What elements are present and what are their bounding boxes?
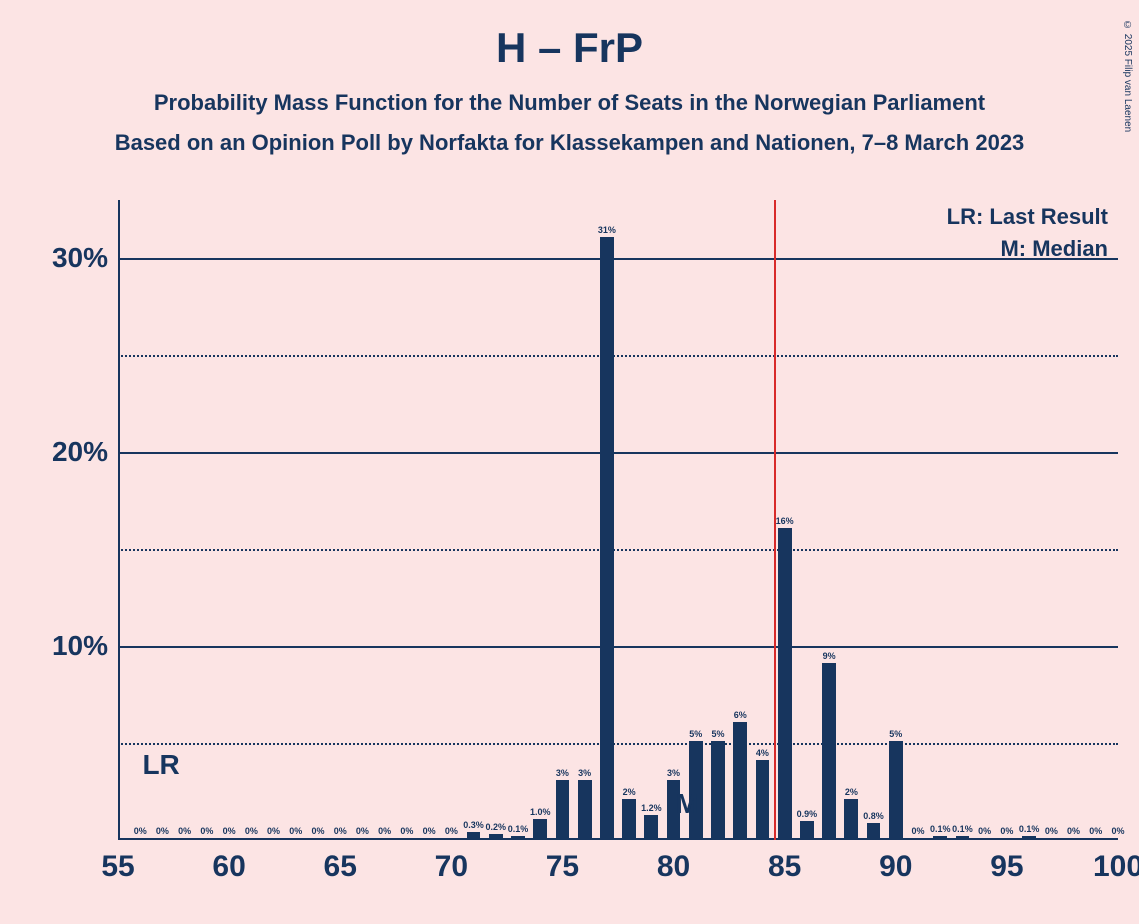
copyright-text: © 2025 Filip van Laenen (1122, 20, 1133, 132)
x-axis-label: 85 (768, 850, 801, 884)
x-axis-label: 60 (212, 850, 245, 884)
bar-value-label: 0% (400, 826, 413, 836)
bar-value-label: 0% (445, 826, 458, 836)
bar-value-label: 3% (667, 768, 680, 778)
bar (578, 780, 592, 838)
bar-value-label: 3% (578, 768, 591, 778)
bar-value-label: 0% (423, 826, 436, 836)
bar-value-label: 0% (1111, 826, 1124, 836)
bar-value-label: 0.3% (463, 820, 484, 830)
x-axis-label: 65 (324, 850, 357, 884)
gridline-dotted (118, 743, 1118, 745)
bar-value-label: 31% (598, 225, 616, 235)
x-axis-label: 100 (1093, 850, 1139, 884)
bar-value-label: 3% (556, 768, 569, 778)
bar-value-label: 1.0% (530, 807, 551, 817)
bar-value-label: 0.1% (508, 824, 529, 834)
bar (733, 722, 747, 838)
bar-value-label: 0% (289, 826, 302, 836)
bar (867, 823, 881, 839)
bar-value-label: 0% (200, 826, 213, 836)
bar-value-label: 0% (356, 826, 369, 836)
bar-value-label: 4% (756, 748, 769, 758)
bar (489, 834, 503, 838)
bar-value-label: 0% (378, 826, 391, 836)
x-axis-label: 70 (435, 850, 468, 884)
bar-value-label: 0% (334, 826, 347, 836)
x-axis (118, 838, 1118, 840)
bar-value-label: 2% (845, 787, 858, 797)
bar (756, 760, 770, 838)
x-axis-label: 95 (990, 850, 1023, 884)
bar (1022, 836, 1036, 838)
bar-value-label: 0% (178, 826, 191, 836)
bar-value-label: 0% (245, 826, 258, 836)
x-axis-label: 75 (546, 850, 579, 884)
bar (467, 832, 481, 838)
bar-value-label: 5% (689, 729, 702, 739)
bar-value-label: 1.2% (641, 803, 662, 813)
chart-subtitle-1: Probability Mass Function for the Number… (0, 90, 1139, 116)
bar (511, 836, 525, 838)
bar (644, 815, 658, 838)
chart-subtitle-2: Based on an Opinion Poll by Norfakta for… (0, 130, 1139, 156)
bar-value-label: 5% (889, 729, 902, 739)
bar-value-label: 0.1% (952, 824, 973, 834)
y-axis-label: 30% (52, 242, 108, 274)
bar-value-label: 5% (711, 729, 724, 739)
chart-plot-area: LR: Last Result M: Median 10%20%30% 5560… (118, 200, 1118, 840)
bar (600, 237, 614, 838)
bar-value-label: 0% (1045, 826, 1058, 836)
median-marker: M (676, 788, 699, 820)
bar-value-label: 0% (267, 826, 280, 836)
gridline-solid (118, 258, 1118, 260)
last-result-marker: LR (142, 749, 179, 781)
bar-value-label: 0% (1067, 826, 1080, 836)
bar-value-label: 0% (1000, 826, 1013, 836)
bar (711, 741, 725, 838)
bar (889, 741, 903, 838)
bar-value-label: 9% (823, 651, 836, 661)
gridline-solid (118, 646, 1118, 648)
bar (800, 821, 814, 838)
bar (778, 528, 792, 838)
legend-lr: LR: Last Result (947, 204, 1108, 230)
bar-value-label: 0.1% (930, 824, 951, 834)
bar (822, 663, 836, 838)
bar-value-label: 0.8% (863, 811, 884, 821)
bar-value-label: 0% (978, 826, 991, 836)
bar (844, 799, 858, 838)
y-axis-label: 10% (52, 630, 108, 662)
bar (622, 799, 636, 838)
bar (556, 780, 570, 838)
gridline-dotted (118, 549, 1118, 551)
bar-value-label: 0.9% (797, 809, 818, 819)
bar-value-label: 0.1% (1019, 824, 1040, 834)
bar-value-label: 2% (623, 787, 636, 797)
majority-threshold-line (774, 200, 776, 840)
bar (533, 819, 547, 838)
gridline-dotted (118, 355, 1118, 357)
bar-value-label: 0% (311, 826, 324, 836)
bar-value-label: 0% (134, 826, 147, 836)
y-axis-label: 20% (52, 436, 108, 468)
gridline-solid (118, 452, 1118, 454)
bar (956, 836, 970, 838)
bar-value-label: 16% (776, 516, 794, 526)
x-axis-label: 90 (879, 850, 912, 884)
bar-value-label: 0% (911, 826, 924, 836)
bar-value-label: 0% (223, 826, 236, 836)
chart-title: H – FrP (0, 0, 1139, 72)
bar (933, 836, 947, 838)
bar-value-label: 0% (1089, 826, 1102, 836)
bar-value-label: 0% (156, 826, 169, 836)
x-axis-label: 55 (101, 850, 134, 884)
bar-value-label: 0.2% (486, 822, 507, 832)
x-axis-label: 80 (657, 850, 690, 884)
bar-value-label: 6% (734, 710, 747, 720)
